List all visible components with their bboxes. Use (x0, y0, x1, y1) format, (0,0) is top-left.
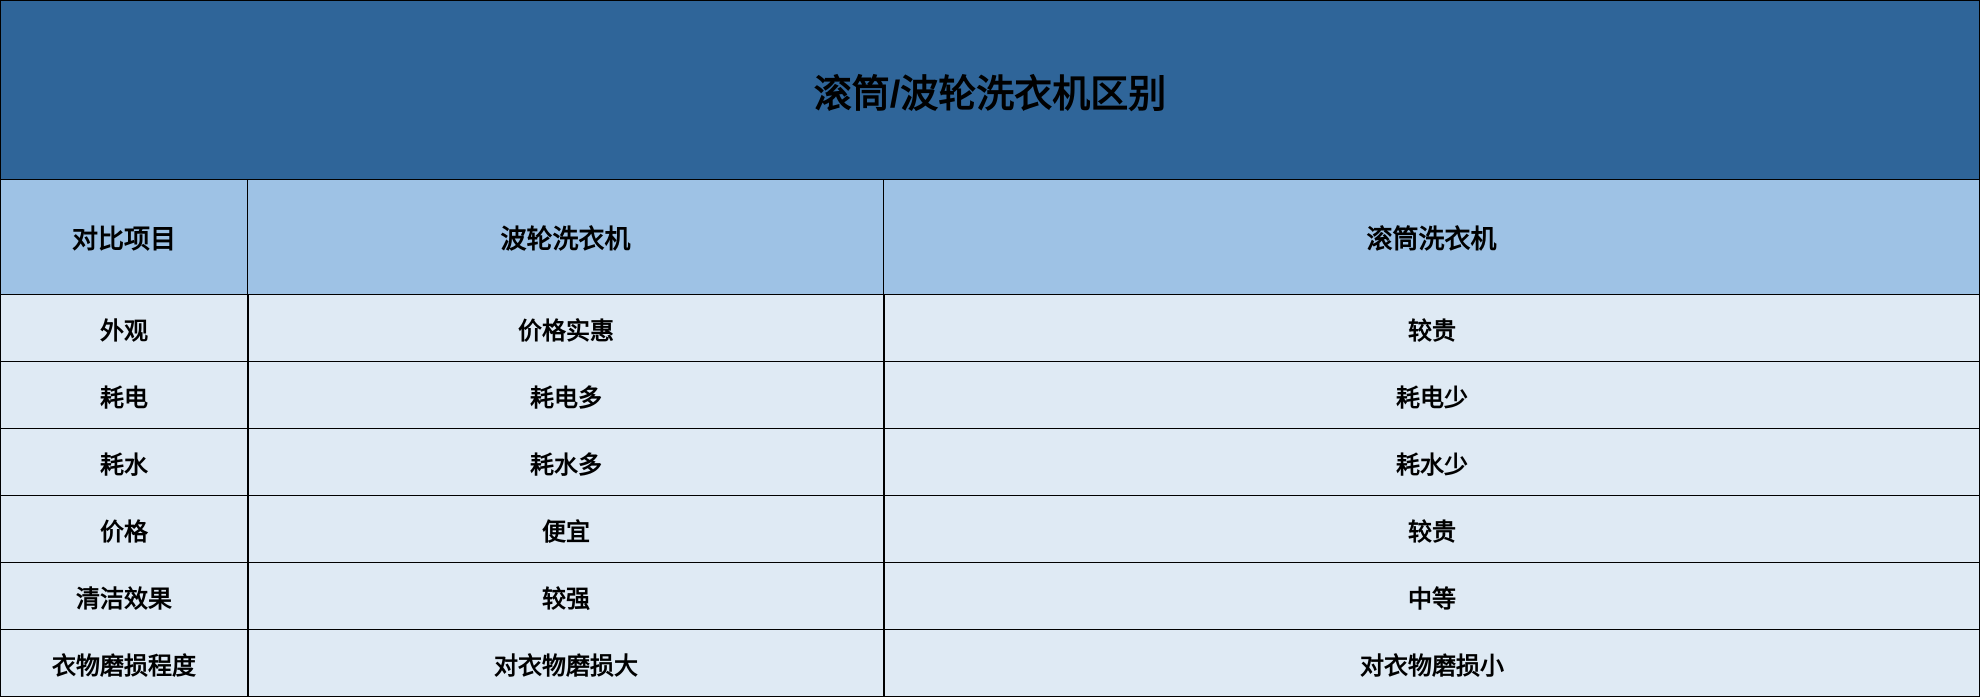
table-row: 衣物磨损程度对衣物磨损大对衣物磨损小 (0, 630, 1980, 697)
row-value-pulsator: 便宜 (248, 496, 884, 563)
row-value-drum: 耗电少 (884, 362, 1980, 429)
table-row: 外观价格实惠较贵 (0, 295, 1980, 362)
row-label: 价格 (0, 496, 248, 563)
row-label: 清洁效果 (0, 563, 248, 630)
header-cell-drum: 滚筒洗衣机 (884, 180, 1980, 295)
row-value-pulsator: 耗电多 (248, 362, 884, 429)
table-row: 价格便宜较贵 (0, 496, 1980, 563)
row-label: 衣物磨损程度 (0, 630, 248, 697)
table-title-bar: 滚筒/波轮洗衣机区别 (0, 0, 1980, 180)
comparison-table: 滚筒/波轮洗衣机区别 对比项目 波轮洗衣机 滚筒洗衣机 外观价格实惠较贵耗电耗电… (0, 0, 1980, 696)
row-value-pulsator: 对衣物磨损大 (248, 630, 884, 697)
header-cell-item: 对比项目 (0, 180, 248, 295)
row-label: 耗电 (0, 362, 248, 429)
table-row: 耗水耗水多耗水少 (0, 429, 1980, 496)
table-body: 外观价格实惠较贵耗电耗电多耗电少耗水耗水多耗水少价格便宜较贵清洁效果较强中等衣物… (0, 295, 1980, 697)
row-value-pulsator: 较强 (248, 563, 884, 630)
row-value-drum: 中等 (884, 563, 1980, 630)
row-label: 外观 (0, 295, 248, 362)
table-title: 滚筒/波轮洗衣机区别 (814, 63, 1167, 118)
header-cell-pulsator: 波轮洗衣机 (248, 180, 884, 295)
row-value-drum: 较贵 (884, 496, 1980, 563)
row-value-pulsator: 耗水多 (248, 429, 884, 496)
row-label: 耗水 (0, 429, 248, 496)
row-value-drum: 较贵 (884, 295, 1980, 362)
row-value-pulsator: 价格实惠 (248, 295, 884, 362)
table-row: 耗电耗电多耗电少 (0, 362, 1980, 429)
table-row: 清洁效果较强中等 (0, 563, 1980, 630)
row-value-drum: 对衣物磨损小 (884, 630, 1980, 697)
row-value-drum: 耗水少 (884, 429, 1980, 496)
table-header-row: 对比项目 波轮洗衣机 滚筒洗衣机 (0, 180, 1980, 295)
